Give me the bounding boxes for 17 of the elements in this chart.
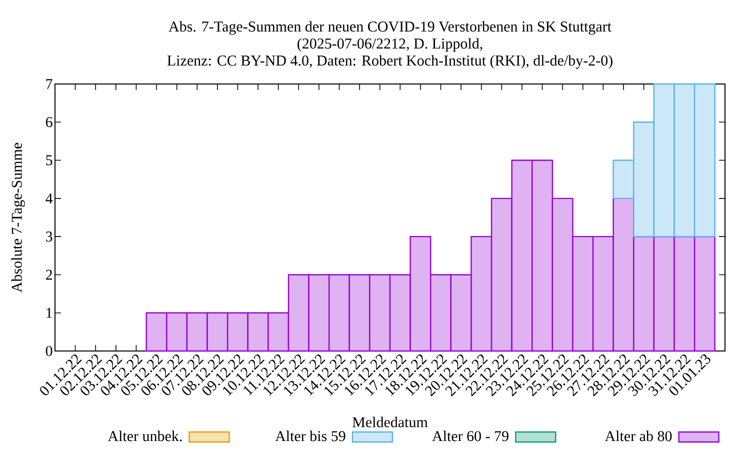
legend-label: Alter 60 - 79 (432, 430, 508, 442)
y-tick-label: 2 (46, 270, 52, 280)
y-tick-label: 6 (46, 117, 52, 128)
chart-title: Abs. 7-Tage-Summen der neuen COVID-19 Verstorbenen in SK Stuttgart (168, 21, 612, 35)
y-tick-label: 5 (46, 155, 52, 166)
legend-label: Alter ab 80 (604, 430, 672, 442)
y-tick-label: 4 (46, 193, 53, 204)
y-tick-label: 7 (46, 79, 52, 89)
legend-label: Alter unbek. (108, 430, 182, 442)
y-tick-label: 1 (46, 308, 52, 318)
y-axis-title: Absolute 7-Tage-Summe (11, 142, 25, 292)
x-axis-title: Meldedatum (352, 416, 428, 428)
text: Lizenz: CC BY-ND 4.0, Daten: Robert Koch-Institut (RKI), dl-de/by-2-0) (167, 55, 612, 69)
y-tick-label: 0 (46, 346, 52, 356)
legend-label: Alter bis 59 (275, 430, 346, 442)
chart-subtitle: (2025-07-06/2212, D. Lippold, (298, 38, 482, 52)
y-tick-label: 3 (46, 232, 52, 242)
